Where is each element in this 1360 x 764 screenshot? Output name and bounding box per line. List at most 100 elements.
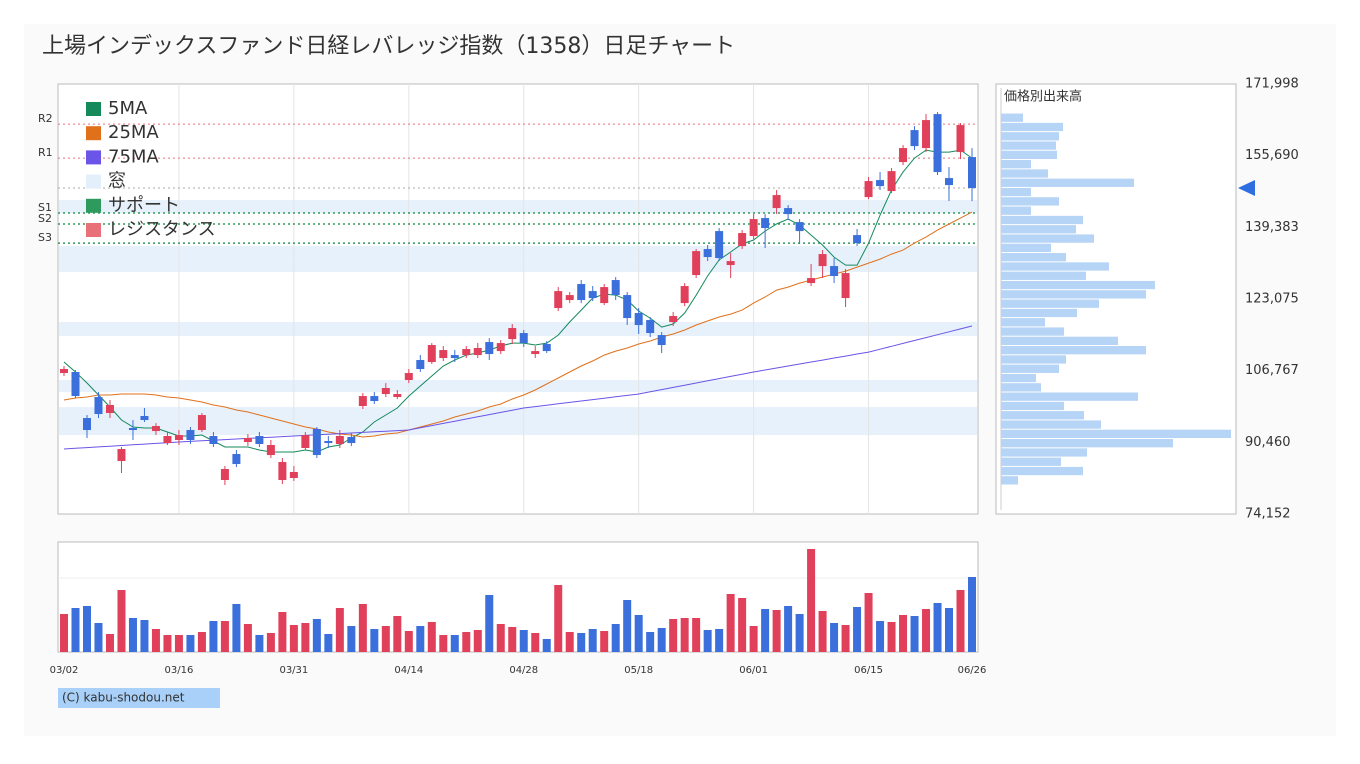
ma-line — [63, 211, 973, 438]
volume-bar — [761, 609, 770, 652]
candle-body — [335, 436, 344, 445]
volume-bar — [910, 616, 919, 652]
candle-body — [841, 273, 850, 299]
gap-band — [59, 200, 977, 214]
candle-body — [82, 418, 91, 431]
volume-bar — [450, 635, 459, 652]
candle-body — [818, 254, 827, 267]
profile-bar — [1001, 336, 1118, 346]
volume-bar — [473, 630, 482, 652]
volume-bar — [174, 635, 183, 652]
candle-body — [956, 125, 965, 153]
candle-body — [197, 415, 206, 431]
volume-bar — [255, 635, 264, 652]
candle-body — [462, 349, 471, 356]
candle-body — [680, 286, 689, 304]
candle-body — [427, 345, 436, 363]
candle-body — [174, 435, 183, 441]
legend-swatch — [86, 174, 101, 189]
volume-bar — [301, 623, 310, 652]
volume-bar — [128, 618, 137, 652]
y-tick-label: 171,998 — [1245, 77, 1299, 92]
profile-bar — [1001, 197, 1059, 206]
y-tick-label: 123,075 — [1245, 292, 1299, 307]
candle-body — [864, 181, 873, 198]
candle-body — [255, 436, 264, 445]
volume-bar — [887, 622, 896, 652]
volume-bar — [945, 608, 954, 652]
candle-body — [623, 295, 632, 319]
legend-swatch — [86, 223, 101, 237]
x-tick-label: 06/26 — [958, 665, 987, 676]
profile-bar — [1001, 299, 1099, 308]
current-price-marker — [1238, 180, 1255, 197]
volume-bar — [692, 618, 701, 652]
profile-bar — [1001, 327, 1064, 336]
candle-body — [565, 295, 574, 301]
x-tick-label: 03/02 — [50, 665, 79, 676]
candle-body — [312, 429, 321, 456]
candle-body — [830, 266, 839, 277]
volume-bar — [738, 598, 747, 652]
candle-body — [657, 335, 666, 346]
candle-body — [404, 373, 413, 381]
y-tick-label: 74,152 — [1245, 507, 1291, 522]
candle-body — [692, 251, 701, 276]
x-tick-label: 06/15 — [854, 665, 883, 676]
candle-body — [324, 441, 333, 444]
profile-bar — [1001, 411, 1084, 420]
volume-bar — [82, 606, 91, 652]
volume-bar — [795, 614, 804, 652]
profile-bar — [1001, 271, 1086, 280]
volume-bar — [60, 614, 68, 652]
candle-body — [209, 436, 218, 445]
legend-swatch — [86, 126, 101, 141]
volume-bar — [462, 632, 471, 652]
candle-body — [393, 394, 402, 398]
volume-bar — [209, 621, 218, 652]
volume-bar — [220, 621, 229, 652]
profile-bar — [1001, 318, 1045, 327]
chart-title: 上場インデックスファンド日経レバレッジ指数（1358）日足チャート — [42, 34, 735, 59]
candle-body — [128, 428, 137, 431]
volume-bar — [830, 623, 839, 652]
profile-title: 価格別出来高 — [1004, 89, 1082, 105]
volume-bar — [186, 635, 195, 652]
support-label: S2 — [38, 212, 52, 225]
candle-body — [669, 316, 678, 323]
profile-bar — [1001, 439, 1173, 448]
profile-bar — [1001, 169, 1048, 178]
legend-label: レジスタンス — [108, 219, 216, 240]
candle-body — [347, 437, 356, 444]
candle-body — [508, 328, 517, 340]
candle-body — [370, 396, 379, 402]
x-tick-label: 06/01 — [739, 665, 768, 676]
candle-body — [646, 320, 655, 334]
volume-bar — [312, 619, 321, 652]
profile-bar — [1001, 150, 1057, 160]
volume-bar — [232, 604, 241, 652]
volume-bar — [335, 608, 344, 652]
candle-body — [853, 235, 862, 244]
candle-body — [933, 114, 942, 173]
candle-body — [232, 454, 241, 464]
candle-body — [577, 284, 586, 301]
candle-body — [634, 313, 643, 326]
volume-bar — [772, 610, 781, 652]
candle-body — [220, 469, 229, 480]
profile-bar — [1001, 262, 1109, 271]
legend-swatch — [86, 102, 101, 116]
volume-bar — [807, 549, 816, 652]
candle-body — [485, 342, 494, 355]
y-tick-label: 139,383 — [1245, 220, 1299, 235]
profile-bar — [1001, 457, 1061, 466]
candle-body — [140, 416, 149, 421]
candle-body — [703, 249, 712, 258]
profile-bar — [1001, 225, 1076, 234]
volume-bar — [703, 630, 712, 652]
candle-body — [749, 219, 758, 237]
profile-bar — [1001, 187, 1031, 197]
resistance-label: R1 — [38, 146, 53, 159]
candle-body — [301, 435, 310, 449]
